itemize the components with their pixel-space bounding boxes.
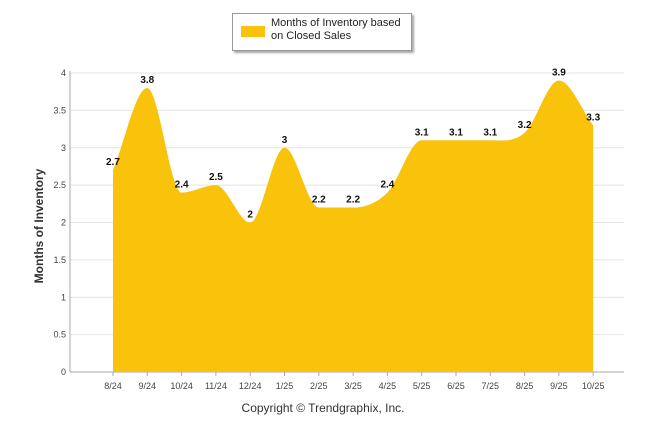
copyright-footer: Copyright © Trendgraphix, Inc.: [241, 401, 405, 415]
data-label: 2: [247, 210, 253, 221]
y-tick-label: 1: [61, 292, 66, 302]
x-tick-label: 8/25: [516, 381, 534, 391]
y-tick-label: 3.5: [53, 105, 66, 115]
data-label: 3.1: [415, 127, 429, 138]
x-tick-label: 6/25: [447, 381, 465, 391]
x-tick-label: 10/25: [582, 381, 605, 391]
legend-label: Months of Inventory based on Closed Sale…: [271, 17, 401, 42]
x-tick-label: 1/25: [276, 381, 294, 391]
x-tick-label: 5/25: [413, 381, 431, 391]
x-tick-label: 12/24: [239, 381, 262, 391]
y-tick-label: 4: [61, 68, 66, 78]
x-tick-label: 7/25: [482, 381, 500, 391]
data-label: 3.8: [140, 75, 154, 86]
x-tick-label: 3/25: [344, 381, 362, 391]
data-label: 3.2: [518, 120, 532, 131]
legend-swatch: [241, 26, 265, 37]
data-label: 2.5: [209, 172, 223, 183]
x-tick-label: 11/24: [205, 381, 227, 391]
data-label: 2.4: [175, 180, 189, 191]
data-label: 3.1: [483, 127, 497, 138]
data-label: 2.2: [312, 195, 326, 206]
data-label: 2.7: [106, 157, 120, 168]
y-tick-label: 2.5: [53, 180, 66, 190]
x-tick-label: 10/24: [170, 381, 193, 391]
legend: Months of Inventory based on Closed Sale…: [232, 13, 412, 51]
y-tick-label: 0: [61, 367, 66, 377]
data-label: 2.4: [380, 180, 394, 191]
data-label: 3.9: [552, 67, 566, 78]
x-tick-label: 9/25: [550, 381, 568, 391]
x-tick-label: 9/24: [139, 381, 157, 391]
data-label: 3: [282, 135, 288, 146]
y-tick-label: 0.5: [53, 330, 66, 340]
data-label: 3.3: [586, 112, 600, 123]
y-tick-label: 1.5: [53, 255, 66, 265]
area-series: [113, 80, 594, 372]
y-tick-label: 3: [61, 143, 66, 153]
data-label: 2.2: [346, 195, 360, 206]
data-label: 3.1: [449, 127, 463, 138]
y-axis-label: Months of Inventory: [32, 168, 46, 284]
x-tick-label: 2/25: [310, 381, 328, 391]
y-tick-label: 2: [61, 218, 66, 228]
x-tick-label: 8/24: [104, 381, 122, 391]
x-tick-label: 4/25: [379, 381, 397, 391]
